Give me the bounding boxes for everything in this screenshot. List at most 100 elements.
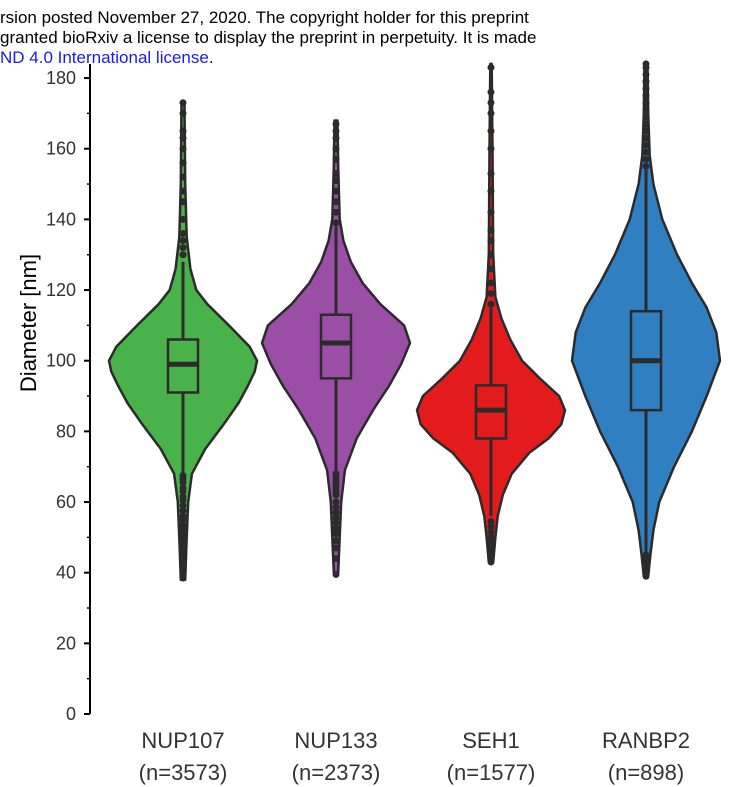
outlier-point: [332, 525, 340, 533]
outlier-point: [487, 544, 495, 552]
outlier-point: [179, 134, 187, 142]
outlier-point: [487, 279, 495, 287]
y-axis: 0 20 40 60 80 100 120 140 160 180: [46, 64, 91, 724]
y-tick-label: 180: [46, 68, 76, 88]
outlier-point: [487, 528, 495, 536]
outlier-point: [487, 226, 495, 234]
outlier-point: [179, 187, 187, 195]
violins: [107, 60, 722, 582]
outlier-point: [642, 148, 650, 156]
outlier-point: [332, 145, 340, 153]
outlier-point: [179, 484, 187, 492]
outlier-point: [642, 127, 650, 135]
outlier-point: [487, 523, 495, 531]
outlier-point: [487, 88, 495, 96]
outlier-point: [487, 265, 495, 273]
outlier-point: [487, 109, 495, 117]
outlier-point: [179, 145, 187, 153]
outlier-point: [332, 570, 340, 578]
header-line-3: ND 4.0 International license.: [0, 48, 734, 68]
outlier-point: [179, 570, 187, 578]
outlier-point: [332, 177, 340, 185]
outlier-point: [332, 503, 340, 511]
outlier-point: [487, 555, 495, 563]
outlier-point: [332, 198, 340, 206]
outlier-point: [642, 99, 650, 107]
outlier-point: [332, 208, 340, 216]
y-tick-label: 0: [66, 704, 76, 724]
y-tick-label: 20: [56, 633, 76, 653]
header-line-2: granted bioRxiv a license to display the…: [0, 28, 537, 47]
violin-body: [260, 119, 412, 574]
outlier-point: [179, 244, 187, 252]
outlier-point: [179, 502, 187, 510]
outlier-point: [179, 507, 187, 515]
x-tick-label: RANBP2: [602, 728, 690, 753]
outlier-point: [332, 169, 340, 177]
y-tick-label: 80: [56, 421, 76, 441]
outlier-point: [642, 78, 650, 86]
violin-ranbp2: [570, 60, 722, 580]
outlier-point: [179, 521, 187, 529]
outlier-point: [642, 106, 650, 114]
outlier-point: [179, 493, 187, 501]
outlier-point: [179, 230, 187, 238]
outlier-point: [332, 155, 340, 163]
outlier-point: [179, 251, 187, 259]
outlier-point: [332, 514, 340, 522]
outlier-point: [642, 71, 650, 79]
outlier-point: [487, 99, 495, 107]
outlier-point: [332, 219, 340, 227]
outlier-point: [179, 99, 187, 107]
outlier-point: [179, 127, 187, 135]
outlier-point: [642, 162, 650, 170]
iqr-box: [319, 313, 353, 380]
violin-nup107: [107, 99, 259, 582]
x-tick-label: NUP133: [294, 728, 377, 753]
outlier-point: [332, 509, 340, 517]
x-axis-labels: NUP107 (n=3573) NUP133 (n=2373) SEH1 (n=1577)…: [139, 728, 690, 785]
header-line-3-tail: .: [208, 48, 214, 67]
outlier-point: [179, 512, 187, 520]
header-line-1: rsion posted November 27, 2020. The copy…: [0, 8, 529, 27]
preprint-header: rsion posted November 27, 2020. The copy…: [0, 8, 734, 68]
outlier-point: [332, 498, 340, 506]
outlier-point: [642, 134, 650, 142]
y-tick-label: 160: [46, 139, 76, 159]
outlier-point: [487, 300, 495, 308]
y-tick-label: 120: [46, 280, 76, 300]
x-count-label: (n=1577): [447, 760, 536, 785]
x-count-label: (n=2373): [292, 760, 381, 785]
outlier-point: [179, 109, 187, 117]
outlier-point: [179, 198, 187, 206]
outlier-point: [487, 290, 495, 298]
outlier-point: [642, 155, 650, 163]
y-tick-label: 40: [56, 563, 76, 583]
outlier-point: [642, 60, 650, 68]
outlier-point: [332, 187, 340, 195]
outlier-point: [332, 120, 340, 128]
outlier-point: [487, 187, 495, 195]
license-link[interactable]: ND 4.0 International license: [0, 48, 209, 67]
outlier-point: [179, 159, 187, 167]
violin-nup133: [260, 119, 412, 578]
x-tick-label: SEH1: [462, 728, 519, 753]
outlier-point: [642, 141, 650, 149]
violin-seh1: [415, 62, 567, 566]
outlier-point: [332, 470, 340, 478]
outlier-point: [487, 533, 495, 541]
y-tick-label: 100: [46, 351, 76, 371]
outlier-point: [332, 127, 340, 135]
outlier-point: [487, 208, 495, 216]
outlier-point: [179, 556, 187, 564]
outlier-point: [179, 237, 187, 245]
outlier-point: [332, 544, 340, 552]
outlier-point: [332, 537, 340, 545]
x-tick-label: NUP107: [141, 728, 224, 753]
y-tick-label: 140: [46, 209, 76, 229]
outlier-point: [179, 562, 187, 570]
outlier-point: [179, 173, 187, 181]
outlier-point: [642, 85, 650, 93]
outlier-point: [642, 551, 650, 559]
outlier-point: [179, 215, 187, 223]
